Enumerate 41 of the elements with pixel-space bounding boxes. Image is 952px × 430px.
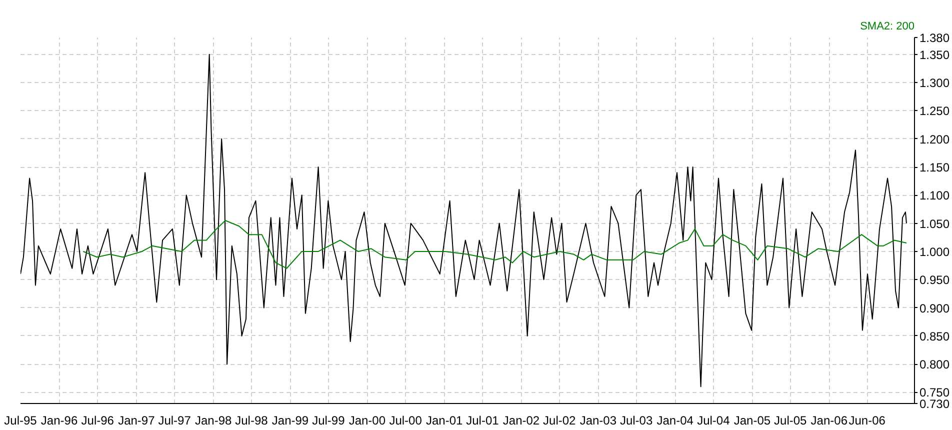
y-tick-label: 0.730 [920,397,950,411]
x-tick-label: Jan-05 [734,414,771,428]
y-tick-label: 0.750 [920,386,950,400]
x-tick-label: Jul-02 [543,414,576,428]
y-tick-label: 0.950 [920,273,950,288]
line-series [20,54,907,388]
text: SMA2: 200 [860,20,914,32]
x-tick-label: Jan-03 [580,414,617,428]
y-tick-label: 1.300 [920,76,950,90]
x-tick-label: Jan-02 [502,414,540,428]
x-tick-label: Jul-03 [620,414,653,428]
y-tick-label: 1.150 [920,160,950,175]
x-tick-label: Jul-96 [81,414,114,428]
x-tick-label: Jan-00 [348,414,386,428]
x-tick-label: Jul-95 [4,414,38,428]
x-tick-label: Jul-97 [158,414,192,428]
x-tick-label: Jul-01 [466,414,500,428]
x-tick-label: Jul-04 [697,414,730,428]
x-tick-label: Jan-97 [118,414,156,428]
x-tick-label: Jul-00 [389,414,422,428]
x-tick-label: Jul-99 [312,414,346,428]
x-tick-label: Jan-96 [40,414,78,428]
x-tick-label: Jan-04 [656,414,694,428]
x-tick-label: Jan-01 [426,414,463,428]
x-tick-label: Jan-98 [194,414,232,428]
x-tick-label: Jan-99 [272,414,309,428]
y-tick-label: 1.050 [920,216,950,231]
y-tick-label: 1.100 [920,188,950,203]
x-tick-label: Jul-98 [235,414,268,428]
x-tick-label: Jun-06 [848,414,886,428]
line-series [82,220,907,269]
y-tick-label: 1.000 [920,244,950,259]
y-tick-label: 1.380 [920,31,950,45]
x-tick-label: Jul-05 [774,414,808,428]
y-tick-label: 0.850 [920,329,950,344]
y-tick-label: 1.200 [920,132,950,146]
y-tick-label: 1.250 [920,104,950,118]
x-tick-label: Jan-06 [810,414,848,428]
y-tick-label: 1.350 [920,48,950,62]
y-tick-label: 0.900 [920,301,950,316]
y-tick-label: 0.800 [920,358,950,372]
